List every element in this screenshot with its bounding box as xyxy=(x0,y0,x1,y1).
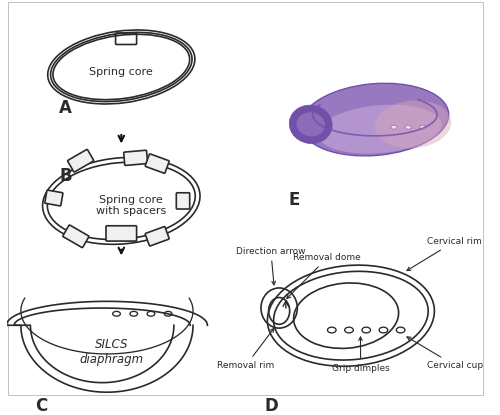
Text: Removal dome: Removal dome xyxy=(287,253,361,298)
Text: B: B xyxy=(59,167,72,186)
Text: D: D xyxy=(265,397,278,415)
Text: Removal rim: Removal rim xyxy=(217,328,274,370)
Ellipse shape xyxy=(391,125,397,129)
Text: Spring core: Spring core xyxy=(90,67,153,77)
Ellipse shape xyxy=(301,83,448,156)
Text: SILCS
diaphragm: SILCS diaphragm xyxy=(80,338,144,366)
Ellipse shape xyxy=(296,112,325,137)
Text: C: C xyxy=(35,397,48,415)
FancyBboxPatch shape xyxy=(106,226,136,241)
FancyBboxPatch shape xyxy=(45,190,63,206)
Ellipse shape xyxy=(406,125,411,129)
Text: E: E xyxy=(288,191,300,209)
FancyBboxPatch shape xyxy=(68,149,94,172)
Ellipse shape xyxy=(420,125,426,129)
FancyBboxPatch shape xyxy=(145,154,169,173)
Text: Direction arrow: Direction arrow xyxy=(236,247,306,285)
FancyBboxPatch shape xyxy=(145,227,169,246)
Text: Spring core
with spacers: Spring core with spacers xyxy=(96,195,166,217)
FancyBboxPatch shape xyxy=(63,225,89,247)
Text: Cervical rim: Cervical rim xyxy=(407,237,482,271)
Text: A: A xyxy=(59,98,72,117)
Ellipse shape xyxy=(290,105,332,144)
Ellipse shape xyxy=(375,100,451,149)
FancyBboxPatch shape xyxy=(124,150,148,166)
FancyBboxPatch shape xyxy=(176,193,190,209)
Text: Grip dimples: Grip dimples xyxy=(332,337,390,373)
Text: Cervical cup: Cervical cup xyxy=(407,337,484,370)
Ellipse shape xyxy=(318,105,442,154)
